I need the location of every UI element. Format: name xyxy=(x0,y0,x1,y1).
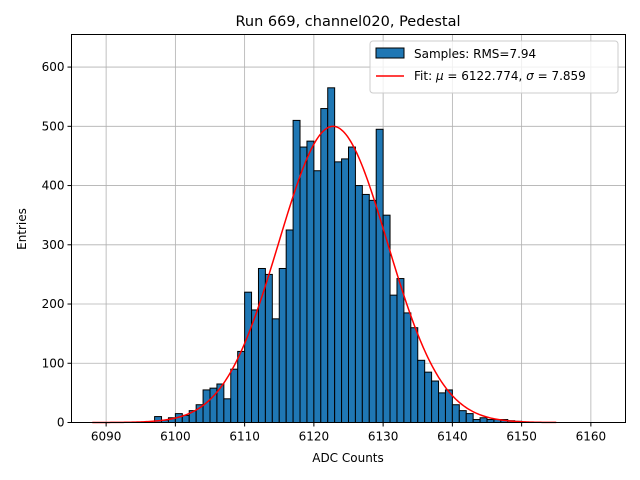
histogram-bar xyxy=(278,267,287,424)
y-tick-label: 300 xyxy=(42,238,65,252)
histogram-bar xyxy=(292,119,301,423)
y-tick-label: 200 xyxy=(42,297,65,311)
histogram-bar xyxy=(257,267,266,424)
histogram-bar xyxy=(389,294,398,424)
x-tick-label: 6130 xyxy=(368,430,399,444)
histogram-bar xyxy=(230,368,239,423)
histogram-bar xyxy=(202,389,211,424)
x-axis-label: ADC Counts xyxy=(312,451,384,465)
histogram-bar xyxy=(251,309,259,423)
histogram-bar xyxy=(285,229,294,423)
histogram-bar xyxy=(417,359,426,423)
x-tick-label: 6160 xyxy=(576,430,607,444)
legend: Samples: RMS=7.94 Fit: μ = 6122.774, σ =… xyxy=(369,40,619,94)
histogram-bar xyxy=(299,146,308,423)
histogram-bar xyxy=(244,291,253,423)
legend-histogram-label: Samples: RMS=7.94 xyxy=(414,47,536,61)
histogram-bar xyxy=(306,140,315,424)
y-tick-label: 100 xyxy=(42,356,65,370)
legend-box xyxy=(369,40,619,94)
legend-histogram-swatch xyxy=(375,47,405,59)
histogram-bar xyxy=(479,417,488,424)
y-axis-label: Entries xyxy=(15,208,29,250)
histogram-bar xyxy=(438,392,446,424)
x-tick-label: 6110 xyxy=(229,430,260,444)
y-tick-label: 600 xyxy=(42,60,65,74)
legend-fit-label-mid: = 6122.774, xyxy=(444,69,527,83)
x-axis-ticks: 6090 6100 6110 6120 6130 6140 6150 6160 xyxy=(91,422,607,444)
histogram-bar xyxy=(458,410,467,424)
histogram-bar xyxy=(223,398,232,423)
histogram-bar xyxy=(334,161,343,424)
histogram-bar xyxy=(465,413,474,423)
legend-fit-label-prefix: Fit: xyxy=(414,69,436,83)
histogram-bar xyxy=(451,404,460,423)
histogram-bar xyxy=(271,318,280,423)
histogram-bar xyxy=(424,371,433,424)
histogram-bar xyxy=(375,128,384,423)
histogram-bar xyxy=(403,312,412,423)
histogram-bar xyxy=(313,170,322,423)
y-axis-ticks: 0 100 200 300 400 500 600 xyxy=(42,60,72,430)
axes-frame xyxy=(71,34,626,423)
histogram-bar xyxy=(396,278,405,423)
legend-fit-label-suffix: = 7.859 xyxy=(534,69,586,83)
x-tick-label: 6120 xyxy=(299,430,330,444)
legend-fit-label: Fit: μ = 6122.774, σ = 7.859 xyxy=(414,69,586,83)
histogram-bar xyxy=(327,87,336,423)
y-tick-label: 400 xyxy=(42,179,65,193)
y-tick-label: 500 xyxy=(42,119,65,133)
fit-curve xyxy=(92,125,557,424)
histogram-bar xyxy=(264,273,273,423)
histogram-bar xyxy=(361,193,370,423)
histogram-bar xyxy=(341,158,350,423)
histogram-bar xyxy=(237,350,246,423)
histogram-bar xyxy=(431,380,440,424)
x-tick-label: 6100 xyxy=(160,430,191,444)
histogram-bar xyxy=(354,185,363,423)
x-tick-label: 6140 xyxy=(437,430,468,444)
legend-fit-sigma-symbol: σ xyxy=(526,69,534,83)
chart-title: Run 669, channel020, Pedestal xyxy=(235,14,460,30)
histogram-bar xyxy=(368,199,377,423)
histogram-bar xyxy=(320,108,329,423)
y-tick-label: 0 xyxy=(57,416,65,430)
x-tick-label: 6090 xyxy=(91,430,122,444)
legend-fit-mu-symbol: μ xyxy=(435,69,444,83)
x-tick-label: 6150 xyxy=(506,430,537,444)
histogram-bar xyxy=(348,146,356,423)
histogram-bar xyxy=(410,327,419,423)
